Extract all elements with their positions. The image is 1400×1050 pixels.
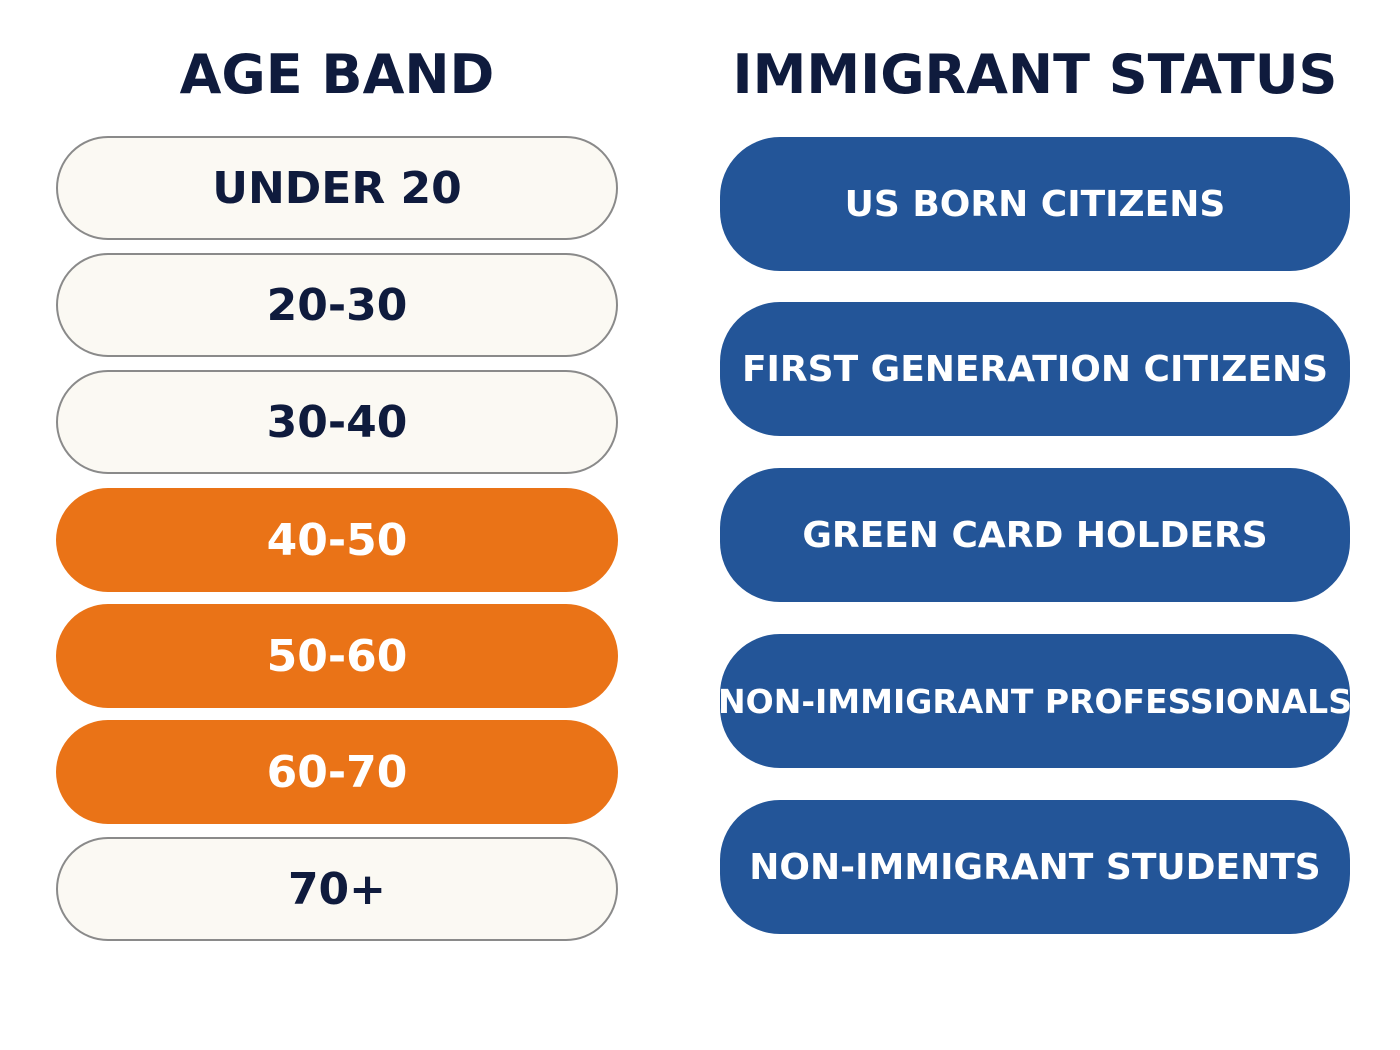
status-option-green-card-holders[interactable]: GREEN CARD HOLDERS [720,468,1350,602]
status-option-non-immigrant-students[interactable]: NON-IMMIGRANT STUDENTS [720,800,1350,934]
status-option-us-born-citizens[interactable]: US BORN CITIZENS [720,137,1350,271]
status-option-non-immigrant-professionals[interactable]: NON-IMMIGRANT PROFESSIONALS [718,634,1352,768]
age-band-option-70-plus[interactable]: 70+ [56,837,618,941]
immigrant-status-title: IMMIGRANT STATUS [732,43,1338,106]
status-option-first-generation-citizens[interactable]: FIRST GENERATION CITIZENS [720,302,1350,436]
age-band-option-50-60[interactable]: 50-60 [56,604,618,708]
age-band-option-20-30[interactable]: 20-30 [56,253,618,357]
age-band-option-60-70[interactable]: 60-70 [56,720,618,824]
age-band-title: AGE BAND [179,43,495,106]
age-band-option-under-20[interactable]: UNDER 20 [56,136,618,240]
age-band-option-30-40[interactable]: 30-40 [56,370,618,474]
age-band-option-40-50[interactable]: 40-50 [56,488,618,592]
